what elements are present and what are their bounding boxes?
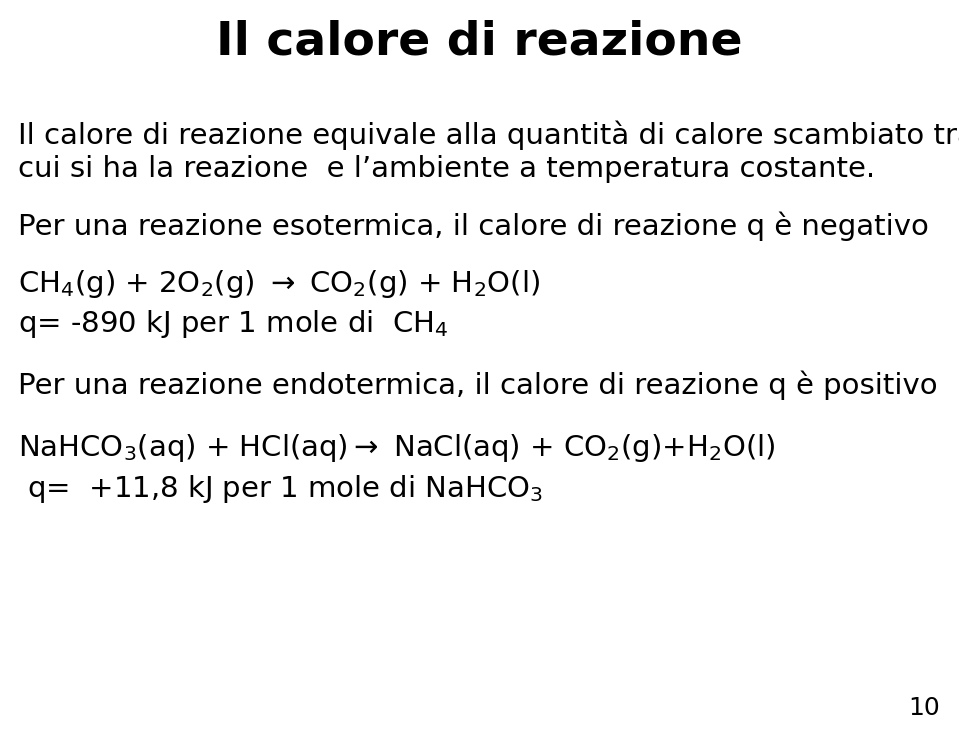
Text: Per una reazione endotermica, il calore di reazione q è positivo: Per una reazione endotermica, il calore …	[18, 370, 938, 400]
Text: q=  +11,8 kJ per 1 mole di NaHCO$_3$: q= +11,8 kJ per 1 mole di NaHCO$_3$	[18, 473, 543, 505]
Text: Il calore di reazione equivale alla quantità di calore scambiato tra il sistema : Il calore di reazione equivale alla quan…	[18, 120, 959, 149]
Text: NaHCO$_3$(aq) + HCl(aq)$\rightarrow$ NaCl(aq) + CO$_2$(g)+H$_2$O(l): NaHCO$_3$(aq) + HCl(aq)$\rightarrow$ NaC…	[18, 432, 776, 464]
Text: q= -890 kJ per 1 mole di  CH$_4$: q= -890 kJ per 1 mole di CH$_4$	[18, 308, 449, 340]
Text: CH$_4$(g) + 2O$_2$(g) $\rightarrow$ CO$_2$(g) + H$_2$O(l): CH$_4$(g) + 2O$_2$(g) $\rightarrow$ CO$_…	[18, 268, 540, 300]
Text: Per una reazione esotermica, il calore di reazione q è negativo: Per una reazione esotermica, il calore d…	[18, 212, 929, 242]
Text: Il calore di reazione: Il calore di reazione	[216, 19, 742, 64]
Text: cui si ha la reazione  e l’ambiente a temperatura costante.: cui si ha la reazione e l’ambiente a tem…	[18, 155, 876, 183]
Text: 10: 10	[908, 696, 940, 720]
